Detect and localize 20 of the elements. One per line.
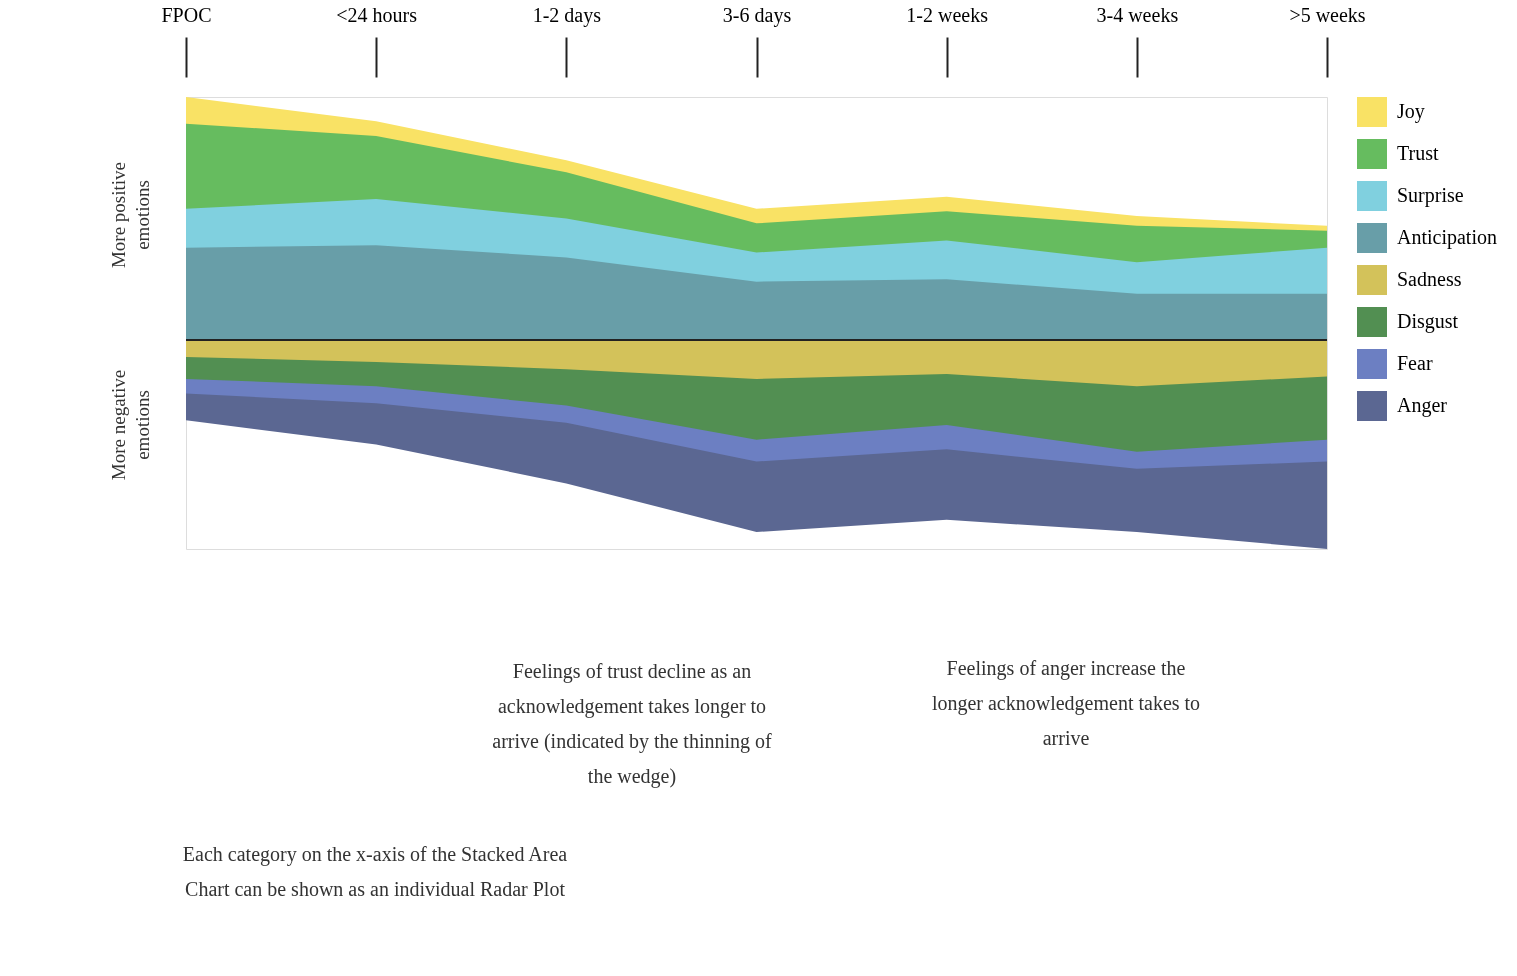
text: Each category on the x-axis of the Stacked Area Chart can be shown as an individual Radar Plot: [182, 843, 568, 900]
x-tick-label: 1-2 days: [532, 3, 602, 27]
text: Feelings of trust decline as an acknowledgement takes longer to arrive (indicated by the thinning of the wedge): [492, 660, 773, 788]
x-tick-label: FPOC: [161, 3, 212, 26]
legend-label: Anger: [1397, 394, 1448, 417]
legend-label: Fear: [1397, 352, 1433, 374]
legend-label: Anticipation: [1397, 226, 1497, 249]
legend-label: Sadness: [1397, 268, 1462, 290]
text: More positive emotions: [108, 161, 153, 269]
x-tick-label: 3-4 weeks: [1096, 3, 1179, 26]
legend-label: Trust: [1397, 142, 1439, 164]
text: Feelings of anger increase the longer acknowledgement takes to arrive: [931, 657, 1201, 749]
text: More negative emotions: [108, 369, 153, 481]
x-tick-label: <24 hours: [336, 3, 418, 26]
x-tick-label: >5 weeks: [1289, 3, 1366, 26]
x-tick-label: 3-6 days: [722, 3, 792, 27]
legend-label: Surprise: [1397, 184, 1464, 207]
legend-label: Joy: [1397, 100, 1425, 123]
legend-label: Disgust: [1397, 310, 1459, 333]
x-tick-label: 1-2 weeks: [906, 3, 989, 26]
